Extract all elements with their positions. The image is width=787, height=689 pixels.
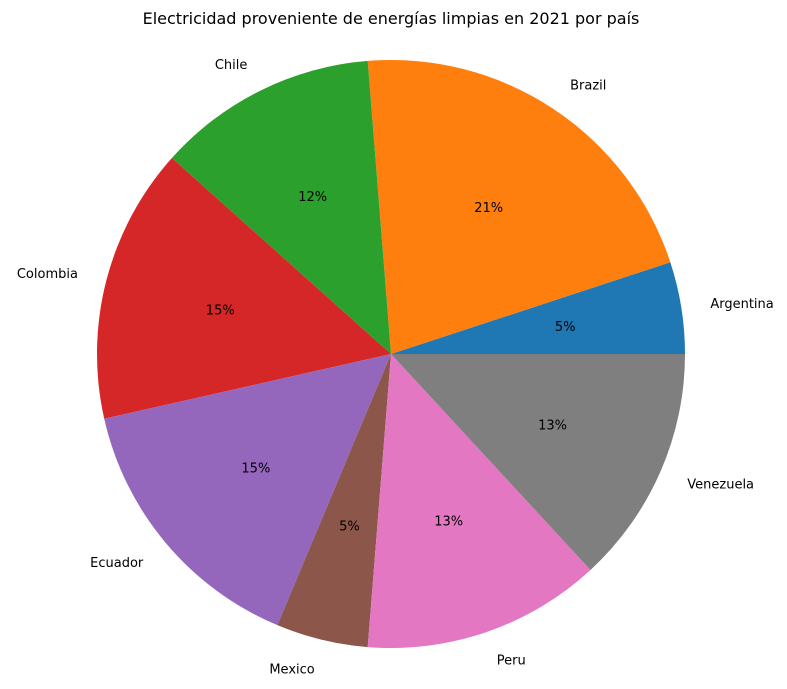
pie-slice-mexico <box>277 354 391 648</box>
percent-label-brazil: 21% <box>474 201 503 216</box>
pie-slices <box>96 59 685 648</box>
pie-labels: Argentina 5% Brazil 21% Chile 12% Colombia 15% E… <box>17 58 774 677</box>
pie-slice-colombia <box>96 157 391 419</box>
percent-label-chile: 12% <box>298 190 327 205</box>
category-label-colombia: Colombia <box>17 267 78 282</box>
percent-label-mexico: 5% <box>339 519 360 534</box>
pie-slice-argentina <box>391 262 685 354</box>
pie-slice-peru <box>367 354 591 648</box>
percent-label-venezuela: 13% <box>538 419 567 434</box>
category-label-peru: Peru <box>497 654 526 669</box>
pie-slice-venezuela <box>391 354 685 570</box>
category-label-chile: Chile <box>215 58 248 73</box>
percent-label-ecuador: 15% <box>241 461 270 476</box>
pie-slice-brazil <box>367 59 671 354</box>
category-label-mexico: Mexico <box>269 662 314 677</box>
percent-label-peru: 13% <box>434 515 463 530</box>
category-label-venezuela: Venezuela <box>687 478 754 493</box>
category-label-ecuador: Ecuador <box>90 556 144 571</box>
category-label-brazil: Brazil <box>570 79 606 94</box>
chart-title: Electricidad proveniente de energías lim… <box>143 9 640 28</box>
pie-slice-chile <box>171 60 391 355</box>
pie-slice-ecuador <box>104 354 392 626</box>
category-label-argentina: Argentina <box>710 297 773 312</box>
percent-label-argentina: 5% <box>555 320 576 335</box>
percent-label-colombia: 15% <box>206 304 235 319</box>
